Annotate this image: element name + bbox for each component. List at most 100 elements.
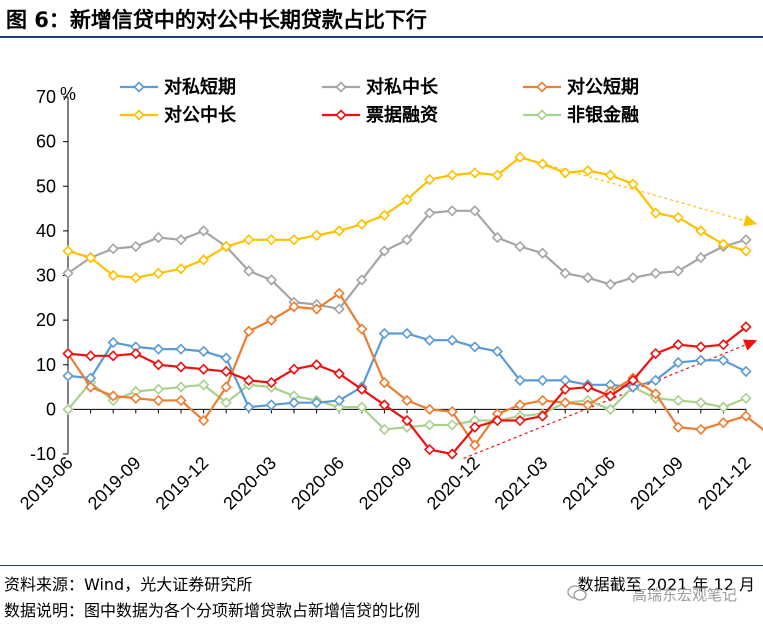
data-point bbox=[84, 252, 97, 264]
data-point bbox=[604, 403, 617, 416]
data-point bbox=[740, 365, 752, 378]
data-point bbox=[672, 356, 684, 369]
data-point bbox=[491, 345, 504, 357]
data-point bbox=[717, 238, 730, 250]
y-tick-label: 70 bbox=[36, 87, 56, 107]
data-point bbox=[582, 164, 594, 177]
data-point bbox=[310, 397, 323, 409]
data-point bbox=[220, 352, 232, 364]
legend-marker bbox=[536, 81, 548, 93]
data-point bbox=[401, 234, 413, 246]
data-point bbox=[130, 240, 142, 253]
data-point bbox=[740, 410, 752, 422]
data-point bbox=[333, 287, 345, 299]
data-point bbox=[672, 421, 684, 433]
data-point bbox=[130, 347, 142, 360]
data-point bbox=[130, 392, 142, 404]
data-point bbox=[152, 359, 165, 371]
data-point bbox=[175, 263, 187, 275]
data-point bbox=[356, 401, 368, 413]
series-line bbox=[67, 325, 747, 456]
data-point bbox=[401, 194, 413, 206]
watermark: 高瑞东宏观笔记 bbox=[631, 586, 737, 604]
data-point bbox=[446, 169, 458, 181]
legend-item: 票据融资 bbox=[322, 104, 438, 126]
data-point bbox=[152, 394, 165, 407]
data-point bbox=[243, 401, 255, 413]
data-point bbox=[695, 354, 707, 366]
data-point bbox=[649, 374, 662, 387]
legend-label: 对私短期 bbox=[164, 76, 236, 98]
legend-marker bbox=[133, 109, 145, 121]
series-5 bbox=[62, 321, 752, 460]
data-point bbox=[423, 403, 436, 416]
data-point bbox=[695, 225, 707, 237]
data-point bbox=[378, 327, 391, 340]
data-point bbox=[197, 414, 210, 427]
data-point bbox=[423, 207, 436, 219]
x-tick-label: 2020-12 bbox=[423, 453, 484, 514]
data-point bbox=[423, 419, 436, 431]
legend-label: 对公中长 bbox=[164, 104, 237, 126]
data-point bbox=[107, 243, 119, 255]
series-line bbox=[67, 292, 763, 447]
data-point bbox=[356, 218, 368, 230]
data-point bbox=[717, 354, 730, 366]
data-point bbox=[378, 376, 391, 389]
data-point bbox=[423, 443, 436, 456]
data-point bbox=[197, 254, 210, 266]
series-line bbox=[67, 156, 747, 279]
data-point bbox=[265, 274, 278, 286]
legend-marker bbox=[335, 81, 347, 93]
legend-item: 对私中长 bbox=[322, 76, 439, 98]
data-point bbox=[446, 448, 458, 460]
data-point bbox=[446, 419, 458, 431]
data-point bbox=[288, 363, 300, 375]
x-tick-label: 2021-09 bbox=[626, 453, 687, 514]
data-point bbox=[469, 167, 481, 179]
title-divider bbox=[0, 36, 763, 38]
data-point bbox=[152, 267, 165, 279]
data-point bbox=[197, 363, 210, 375]
data-point bbox=[84, 381, 97, 393]
footer-divider bbox=[0, 565, 763, 566]
data-point bbox=[491, 169, 504, 181]
series-2 bbox=[62, 205, 752, 315]
data-point bbox=[288, 397, 300, 409]
data-point bbox=[175, 394, 187, 407]
x-tick-label: 2021-03 bbox=[491, 453, 552, 514]
data-point bbox=[627, 381, 639, 393]
series-1 bbox=[62, 327, 752, 413]
data-point bbox=[649, 347, 662, 360]
data-point bbox=[84, 350, 97, 362]
data-point bbox=[559, 167, 571, 179]
data-point bbox=[469, 439, 481, 451]
data-point bbox=[152, 231, 165, 244]
data-point bbox=[265, 234, 278, 246]
data-point bbox=[130, 272, 142, 284]
x-tick-label: 2021-12 bbox=[694, 453, 755, 514]
data-point bbox=[695, 423, 707, 436]
y-tick-label: 20 bbox=[36, 310, 56, 330]
legend-item: 对公中长 bbox=[120, 104, 237, 126]
data-point bbox=[401, 327, 413, 340]
data-point bbox=[333, 401, 345, 413]
data-point bbox=[175, 234, 187, 246]
data-point bbox=[62, 245, 74, 257]
data-point bbox=[514, 399, 526, 411]
data-point bbox=[62, 403, 74, 416]
series-lines bbox=[62, 151, 763, 460]
data-point bbox=[243, 325, 255, 337]
data-point bbox=[107, 390, 119, 402]
legend-marker bbox=[133, 81, 145, 93]
data-point bbox=[220, 397, 232, 409]
data-point bbox=[582, 399, 594, 411]
legend-item: 对私短期 bbox=[120, 76, 236, 98]
data-point bbox=[604, 390, 617, 402]
data-point bbox=[672, 394, 684, 407]
data-point bbox=[717, 339, 730, 351]
data-point bbox=[356, 323, 368, 335]
data-point bbox=[152, 343, 165, 355]
data-point bbox=[446, 405, 458, 418]
